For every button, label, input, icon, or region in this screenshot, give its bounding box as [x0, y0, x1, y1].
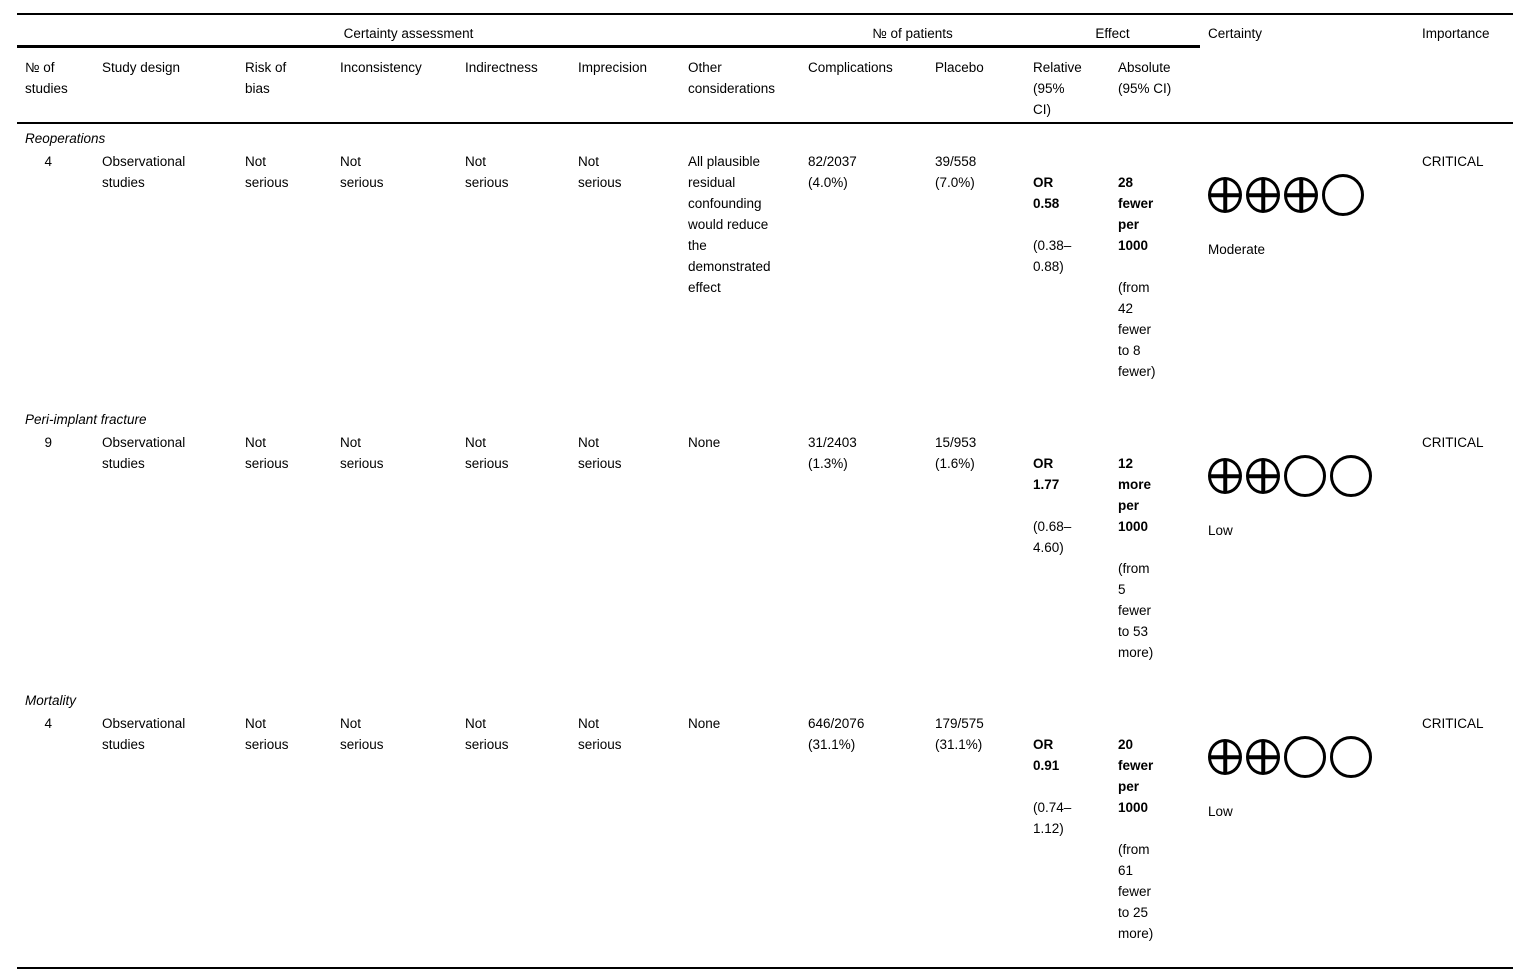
relative-effect-cell: OR 0.91 (0.74– 1.12)	[1025, 711, 1110, 968]
indirectness-cell: Not serious	[465, 716, 509, 752]
grade-table: Certainty assessment № of patients Effec…	[17, 13, 1514, 969]
indirectness-cell: Not serious	[465, 435, 509, 471]
header-group-row: Certainty assessment № of patients Effec…	[17, 14, 1514, 124]
certainty-empty-icon	[1322, 174, 1365, 216]
header-absolute-95ci: Absolute (95% CI)	[1110, 46, 1201, 124]
risk-of-bias-cell: Not serious	[245, 435, 289, 471]
header-placebo: Placebo	[927, 46, 1026, 124]
importance-cell: CRITICAL	[1422, 435, 1484, 450]
header-column-row: № of studies Study design Risk of bias I…	[17, 46, 1513, 124]
certainty-label: Low	[1208, 804, 1233, 819]
certainty-filled-icon	[1246, 177, 1281, 213]
relative-effect-ci: (0.38– 0.88)	[1033, 238, 1072, 274]
relative-effect-cell: OR 0.58 (0.38– 0.88)	[1025, 149, 1110, 405]
inconsistency-cell: Not serious	[340, 154, 384, 190]
relative-effect-value: OR 1.77	[1033, 456, 1060, 492]
complications-cell: 82/2037 (4.0%)	[808, 154, 857, 190]
certainty-filled-icon	[1208, 177, 1243, 213]
table-row: 4 Observational studies Not serious Not …	[17, 711, 1513, 968]
certainty-rating-icons	[1208, 172, 1406, 216]
absolute-effect-cell: 28 fewer per 1000 (from 42 fewer to 8 fe…	[1110, 149, 1200, 405]
absolute-effect-cell: 12 more per 1000 (from 5 fewer to 53 mor…	[1110, 430, 1200, 686]
study-design-cell: Observational studies	[102, 154, 186, 190]
relative-effect-value: OR 0.58	[1033, 175, 1060, 211]
n-studies-cell: 4	[44, 154, 52, 169]
certainty-filled-icon	[1246, 739, 1281, 775]
header-complications: Complications	[800, 46, 928, 124]
indirectness-cell: Not serious	[465, 154, 509, 190]
absolute-effect-value: 12 more per 1000	[1118, 456, 1152, 534]
absolute-effect-cell: 20 fewer per 1000 (from 61 fewer to 25 m…	[1110, 711, 1200, 968]
importance-cell: CRITICAL	[1422, 716, 1484, 731]
placebo-cell: 39/558 (7.0%)	[935, 154, 977, 190]
header-inconsistency: Inconsistency	[332, 46, 457, 124]
certainty-filled-icon	[1208, 739, 1243, 775]
section-row-reoperations: Reoperations	[17, 123, 1513, 149]
certainty-label: Low	[1208, 523, 1233, 538]
grade-evidence-profile: Certainty assessment № of patients Effec…	[17, 13, 1530, 969]
absolute-effect-ci: (from 5 fewer to 53 more)	[1118, 561, 1154, 660]
certainty-filled-icon	[1246, 458, 1281, 494]
absolute-effect-value: 28 fewer per 1000	[1118, 175, 1154, 253]
section-title: Peri-implant fracture	[25, 412, 147, 427]
absolute-effect-value: 20 fewer per 1000	[1118, 737, 1154, 815]
certainty-empty-icon	[1330, 455, 1373, 497]
importance-cell: CRITICAL	[1422, 154, 1484, 169]
header-certainty: Certainty	[1200, 14, 1415, 124]
certainty-empty-icon	[1284, 736, 1327, 778]
header-study-design: Study design	[94, 46, 237, 124]
n-studies-cell: 9	[44, 435, 52, 450]
section-title: Mortality	[25, 693, 77, 708]
relative-effect-ci: (0.74– 1.12)	[1033, 800, 1072, 836]
certainty-rating-icons	[1208, 734, 1406, 778]
header-indirectness: Indirectness	[457, 46, 570, 124]
imprecision-cell: Not serious	[578, 435, 622, 471]
certainty-cell: Low	[1200, 711, 1414, 968]
header-importance: Importance	[1414, 14, 1514, 124]
imprecision-cell: Not serious	[578, 154, 622, 190]
relative-effect-value: OR 0.91	[1033, 737, 1060, 773]
certainty-rating-icons	[1208, 453, 1406, 497]
section-row-mortality: Mortality	[17, 686, 1513, 711]
other-considerations-cell: None	[688, 435, 721, 450]
header-imprecision: Imprecision	[570, 46, 680, 124]
absolute-effect-ci: (from 42 fewer to 8 fewer)	[1118, 280, 1156, 379]
header-relative-95ci: Relative (95% CI)	[1025, 46, 1111, 124]
placebo-cell: 15/953 (1.6%)	[935, 435, 977, 471]
header-other-considerations: Other considerations	[680, 46, 801, 124]
certainty-empty-icon	[1284, 455, 1327, 497]
certainty-filled-icon	[1284, 177, 1319, 213]
complications-cell: 646/2076 (31.1%)	[808, 716, 865, 752]
certainty-empty-icon	[1330, 736, 1373, 778]
n-studies-cell: 4	[44, 716, 52, 731]
header-group-effect: Effect	[1025, 14, 1201, 48]
study-design-cell: Observational studies	[102, 716, 186, 752]
table-row: 4 Observational studies Not serious Not …	[17, 149, 1513, 405]
risk-of-bias-cell: Not serious	[245, 154, 289, 190]
certainty-filled-icon	[1208, 458, 1243, 494]
header-group-no-of-patients: № of patients	[800, 14, 1026, 48]
imprecision-cell: Not serious	[578, 716, 622, 752]
other-considerations-cell: All plausible residual confounding would…	[688, 154, 771, 295]
study-design-cell: Observational studies	[102, 435, 186, 471]
placebo-cell: 179/575 (31.1%)	[935, 716, 984, 752]
absolute-effect-ci: (from 61 fewer to 25 more)	[1118, 842, 1154, 941]
section-title: Reoperations	[25, 131, 106, 146]
risk-of-bias-cell: Not serious	[245, 716, 289, 752]
table-row: 9 Observational studies Not serious Not …	[17, 430, 1513, 686]
certainty-label: Moderate	[1208, 242, 1266, 257]
other-considerations-cell: None	[688, 716, 721, 731]
inconsistency-cell: Not serious	[340, 716, 384, 752]
header-group-certainty-assessment: Certainty assessment	[17, 14, 801, 48]
certainty-cell: Low	[1200, 430, 1414, 686]
complications-cell: 31/2403 (1.3%)	[808, 435, 857, 471]
relative-effect-cell: OR 1.77 (0.68– 4.60)	[1025, 430, 1110, 686]
header-risk-of-bias: Risk of bias	[237, 46, 332, 124]
section-row-peri-implant-fracture: Peri-implant fracture	[17, 405, 1513, 430]
inconsistency-cell: Not serious	[340, 435, 384, 471]
header-no-of-studies: № of studies	[17, 46, 94, 124]
relative-effect-ci: (0.68– 4.60)	[1033, 519, 1072, 555]
certainty-cell: Moderate	[1200, 149, 1414, 405]
